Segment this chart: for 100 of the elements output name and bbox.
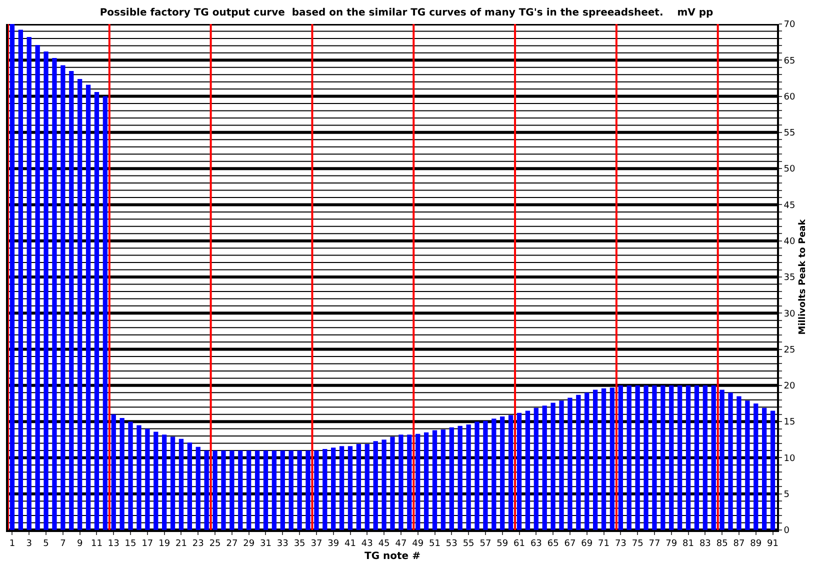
bar	[52, 58, 57, 530]
bar	[136, 425, 142, 530]
bar	[382, 440, 386, 530]
y-tick-label: 40	[784, 237, 796, 248]
bar	[576, 394, 581, 530]
bar	[154, 432, 158, 530]
bar	[458, 426, 462, 530]
bar	[440, 430, 446, 530]
bar	[728, 392, 733, 530]
bar	[348, 446, 353, 530]
y-tick-label: 15	[784, 418, 796, 428]
bar	[69, 70, 74, 530]
x-tick-label: 47	[395, 538, 407, 549]
x-tick-label: 35	[294, 538, 306, 549]
bar	[78, 78, 82, 530]
x-tick-label: 79	[666, 538, 678, 549]
bar	[525, 410, 530, 530]
bar	[584, 392, 590, 530]
bar	[94, 92, 100, 530]
bar	[254, 450, 260, 530]
x-tick-label: 17	[142, 538, 154, 549]
bar	[196, 446, 200, 530]
bar	[669, 385, 674, 530]
bar	[306, 450, 310, 530]
bar	[322, 449, 328, 530]
bar	[288, 450, 294, 530]
x-tick-label: 15	[124, 538, 136, 549]
bar	[60, 65, 66, 530]
bar	[204, 450, 209, 530]
bar	[610, 388, 615, 530]
bar	[398, 434, 404, 530]
y-tick-label: 60	[784, 92, 796, 102]
x-tick-label: 33	[276, 538, 288, 549]
bar	[635, 385, 640, 530]
x-tick-label: 27	[226, 538, 238, 549]
bar	[272, 450, 277, 530]
y-tick-label: 0	[784, 526, 790, 536]
y-tick-label: 20	[784, 382, 796, 392]
x-tick-label: 49	[412, 538, 424, 549]
x-tick-label: 85	[716, 538, 728, 549]
x-tick-label: 25	[209, 538, 221, 549]
bar	[474, 422, 480, 530]
bar	[568, 398, 572, 530]
bar	[263, 450, 268, 530]
bar	[364, 444, 370, 530]
x-tick-label: 19	[158, 538, 170, 549]
bar	[10, 24, 15, 530]
x-tick-label: 59	[496, 538, 508, 549]
bar	[35, 44, 40, 530]
bar	[500, 416, 505, 530]
bar	[128, 422, 133, 530]
x-tick-label: 65	[547, 538, 559, 549]
bar	[102, 96, 108, 530]
bar	[230, 450, 234, 530]
bar	[534, 408, 538, 530]
bar	[390, 436, 395, 530]
bar	[516, 412, 522, 530]
bar	[677, 385, 682, 530]
bar	[187, 442, 192, 530]
bar	[297, 450, 302, 530]
bar	[221, 450, 226, 530]
x-tick-label: 23	[192, 538, 204, 549]
bar	[238, 450, 243, 530]
x-tick-label: 1	[9, 538, 16, 549]
x-tick-label: 89	[750, 538, 762, 549]
x-tick-label: 31	[260, 538, 272, 549]
bar	[702, 385, 708, 530]
chart-title: Possible factory TG output curve based on the similar TG curves of many TG's in the spreeadsheet. mV pp	[100, 8, 714, 19]
x-tick-label: 83	[699, 538, 711, 549]
bar	[770, 410, 776, 530]
x-tick-label: 9	[76, 538, 83, 549]
bar	[407, 434, 412, 530]
bar	[542, 406, 547, 530]
x-tick-label: 29	[243, 538, 255, 549]
y-tick-label: 45	[784, 200, 796, 211]
bar	[466, 424, 471, 530]
x-tick-label: 91	[767, 538, 778, 549]
bar	[601, 388, 606, 530]
bar	[212, 450, 218, 530]
bar	[754, 404, 758, 530]
y-tick-label: 25	[784, 345, 796, 356]
bar	[508, 415, 514, 530]
x-tick-label: 53	[446, 538, 458, 549]
bar	[356, 444, 362, 530]
bar	[694, 385, 700, 530]
bar	[626, 385, 632, 530]
y-tick-label: 5	[784, 490, 790, 500]
bar	[373, 441, 378, 530]
x-tick-label: 39	[328, 538, 340, 549]
x-tick-label: 87	[733, 538, 745, 549]
bar	[170, 436, 176, 530]
bar	[120, 418, 124, 530]
bar	[44, 51, 48, 530]
y-tick-label: 55	[784, 128, 796, 139]
x-tick-label: 43	[361, 538, 373, 549]
bar	[339, 446, 344, 530]
bar	[711, 385, 716, 530]
y-tick-label: 70	[784, 20, 796, 30]
x-tick-label: 51	[429, 538, 440, 549]
bar	[559, 400, 564, 530]
